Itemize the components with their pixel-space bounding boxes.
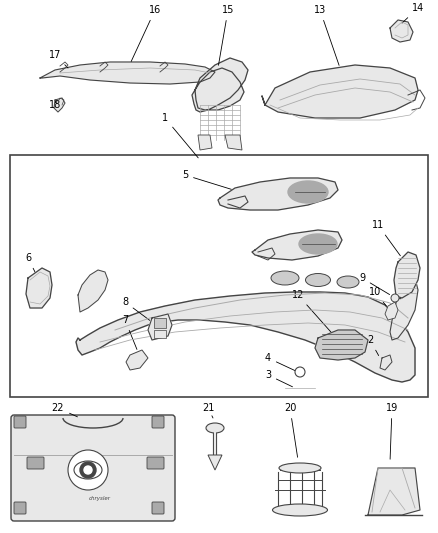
- Circle shape: [80, 462, 96, 478]
- Text: 3: 3: [265, 370, 293, 387]
- Polygon shape: [315, 330, 368, 360]
- Text: 2: 2: [367, 335, 379, 356]
- Bar: [154, 318, 166, 328]
- Bar: [10, 155, 428, 397]
- Text: 13: 13: [314, 5, 339, 66]
- Polygon shape: [40, 62, 215, 84]
- FancyBboxPatch shape: [152, 416, 164, 428]
- Polygon shape: [390, 278, 418, 340]
- Circle shape: [391, 294, 399, 302]
- Polygon shape: [78, 270, 108, 312]
- Text: 18: 18: [49, 100, 61, 110]
- Polygon shape: [26, 268, 52, 308]
- Polygon shape: [192, 58, 248, 112]
- Text: 12: 12: [292, 290, 336, 338]
- Text: 22: 22: [52, 403, 78, 417]
- Polygon shape: [252, 230, 342, 260]
- Text: 10: 10: [369, 287, 386, 306]
- Text: 5: 5: [182, 170, 237, 191]
- Ellipse shape: [271, 271, 299, 285]
- Text: 11: 11: [372, 220, 400, 256]
- Ellipse shape: [305, 273, 331, 287]
- Ellipse shape: [279, 463, 321, 473]
- Polygon shape: [198, 135, 212, 150]
- Text: 15: 15: [219, 5, 234, 65]
- FancyBboxPatch shape: [27, 457, 44, 469]
- Polygon shape: [126, 350, 148, 370]
- Polygon shape: [76, 292, 415, 382]
- Polygon shape: [390, 20, 413, 42]
- Text: 20: 20: [284, 403, 297, 457]
- Ellipse shape: [272, 504, 328, 516]
- FancyBboxPatch shape: [147, 457, 164, 469]
- Bar: [154, 330, 166, 338]
- Circle shape: [84, 466, 92, 474]
- Polygon shape: [262, 65, 418, 118]
- Polygon shape: [208, 455, 222, 470]
- FancyBboxPatch shape: [11, 415, 175, 521]
- Polygon shape: [218, 178, 338, 210]
- FancyBboxPatch shape: [14, 416, 26, 428]
- FancyBboxPatch shape: [14, 502, 26, 514]
- Text: 19: 19: [386, 403, 398, 459]
- Text: 14: 14: [402, 3, 424, 23]
- Ellipse shape: [206, 423, 224, 433]
- Ellipse shape: [288, 181, 328, 203]
- Text: 9: 9: [359, 273, 390, 295]
- Text: 6: 6: [25, 253, 37, 276]
- Text: chrysler: chrysler: [89, 496, 111, 501]
- Text: 8: 8: [122, 297, 150, 320]
- Text: 21: 21: [202, 403, 214, 418]
- Polygon shape: [394, 252, 420, 298]
- Text: 16: 16: [131, 5, 161, 61]
- Circle shape: [68, 450, 108, 490]
- Polygon shape: [368, 468, 420, 515]
- Ellipse shape: [299, 234, 337, 254]
- Polygon shape: [225, 135, 242, 150]
- Text: 17: 17: [49, 50, 68, 68]
- Text: 1: 1: [162, 113, 198, 158]
- Polygon shape: [385, 302, 398, 320]
- Ellipse shape: [74, 461, 102, 479]
- Polygon shape: [54, 98, 65, 112]
- Circle shape: [295, 367, 305, 377]
- Polygon shape: [148, 314, 172, 340]
- Ellipse shape: [337, 276, 359, 288]
- Text: 4: 4: [265, 353, 296, 371]
- FancyBboxPatch shape: [152, 502, 164, 514]
- Text: 7: 7: [122, 315, 137, 350]
